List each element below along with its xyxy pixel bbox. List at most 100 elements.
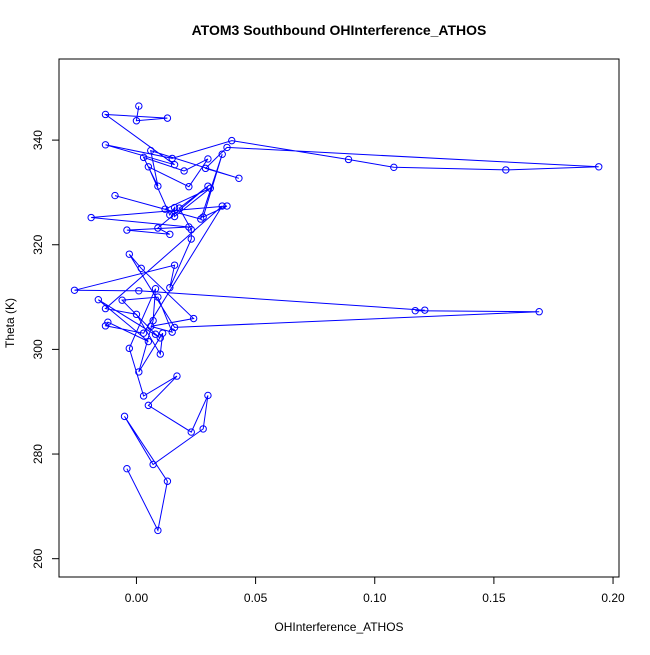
data-point: [197, 215, 205, 223]
data-point: [170, 203, 179, 212]
data-point: [154, 293, 162, 301]
data-point: [70, 286, 79, 294]
data-point: [187, 428, 195, 436]
data-point: [123, 464, 131, 473]
data-point: [168, 154, 176, 163]
data-point: [149, 460, 157, 469]
data-point: [175, 204, 184, 212]
data-point: [139, 329, 148, 337]
data-point: [123, 226, 131, 234]
data-point: [218, 202, 226, 210]
data-point: [120, 412, 129, 421]
y-axis: 260 280 300 320 340: [31, 130, 59, 569]
series-line: [74, 106, 599, 532]
data-point: [135, 368, 143, 376]
y-tick-label: 280: [31, 444, 45, 464]
data-point: [535, 308, 543, 316]
data-point: [199, 425, 207, 433]
data-point: [161, 205, 169, 213]
data-point: [166, 230, 174, 238]
y-tick-label: 340: [31, 130, 45, 150]
data-point: [204, 155, 212, 163]
x-tick-label: 0.10: [363, 591, 387, 605]
data-point: [135, 102, 143, 110]
data-point: [158, 329, 167, 337]
x-tick-label: 0.20: [601, 591, 625, 605]
data-point: [173, 372, 181, 380]
x-tick-label: 0.05: [244, 591, 268, 605]
data-point: [156, 334, 164, 342]
data-point: [132, 310, 141, 319]
data-point: [94, 295, 103, 304]
data-point: [185, 223, 193, 231]
data-point: [199, 213, 207, 221]
data-point: [101, 304, 110, 313]
data-point: [168, 328, 176, 336]
data-point: [147, 146, 155, 155]
data-point: [154, 526, 162, 535]
data-point: [87, 213, 95, 222]
data-point: [204, 391, 212, 400]
data-point: [185, 182, 193, 191]
x-axis-label: OHInterference_ATHOS: [274, 620, 403, 634]
data-point: [125, 250, 133, 258]
chart-title: ATOM3 Southbound OHInterference_ATHOS: [192, 22, 487, 38]
data-point: [101, 110, 110, 119]
data-point: [144, 337, 153, 346]
data-point: [170, 323, 179, 332]
data-point: [223, 143, 231, 152]
data-point: [135, 287, 143, 295]
data-point: [132, 117, 141, 125]
data-point: [170, 261, 179, 269]
data-point: [218, 150, 226, 158]
data-point: [189, 314, 198, 323]
data-point: [390, 163, 398, 172]
data-point: [137, 264, 145, 272]
data-point: [201, 164, 210, 173]
data-point: [144, 163, 153, 171]
data-point: [223, 202, 231, 210]
data-point: [163, 114, 172, 122]
y-tick-label: 320: [31, 234, 45, 254]
data-point: [149, 316, 157, 325]
data-point: [206, 184, 215, 192]
data-point: [139, 392, 148, 400]
y-axis-label: Theta (K): [3, 298, 17, 348]
data-point: [170, 160, 179, 169]
data-point: [125, 344, 133, 353]
data-point: [139, 153, 148, 162]
data-point: [228, 136, 236, 145]
data-point: [151, 284, 160, 293]
x-tick-label: 0.00: [125, 591, 149, 605]
data-point: [154, 224, 162, 232]
data-point: [502, 166, 510, 174]
data-point: [101, 141, 110, 149]
data-point: [166, 283, 174, 292]
data-point: [180, 167, 188, 175]
data-point: [163, 477, 172, 485]
data-point: [101, 322, 110, 330]
data-point: [170, 212, 179, 221]
data-point: [187, 225, 195, 234]
data-point: [104, 318, 112, 326]
data-point: [156, 350, 164, 358]
data-point: [595, 163, 603, 171]
data-point: [154, 182, 162, 190]
series-layer: [70, 102, 603, 535]
data-point: [421, 306, 429, 314]
data-point: [118, 296, 126, 304]
data-point: [166, 211, 174, 219]
x-tick-label: 0.15: [482, 591, 506, 605]
data-point: [344, 155, 353, 164]
plot-frame: [58, 58, 620, 578]
data-point: [144, 401, 153, 410]
data-point: [235, 174, 243, 182]
data-point: [151, 330, 160, 338]
x-axis: 0.00 0.05 0.10 0.15 0.20: [125, 577, 625, 605]
y-tick-label: 260: [31, 548, 45, 568]
data-point: [204, 182, 212, 190]
data-point: [411, 306, 419, 315]
y-tick-label: 300: [31, 339, 45, 359]
